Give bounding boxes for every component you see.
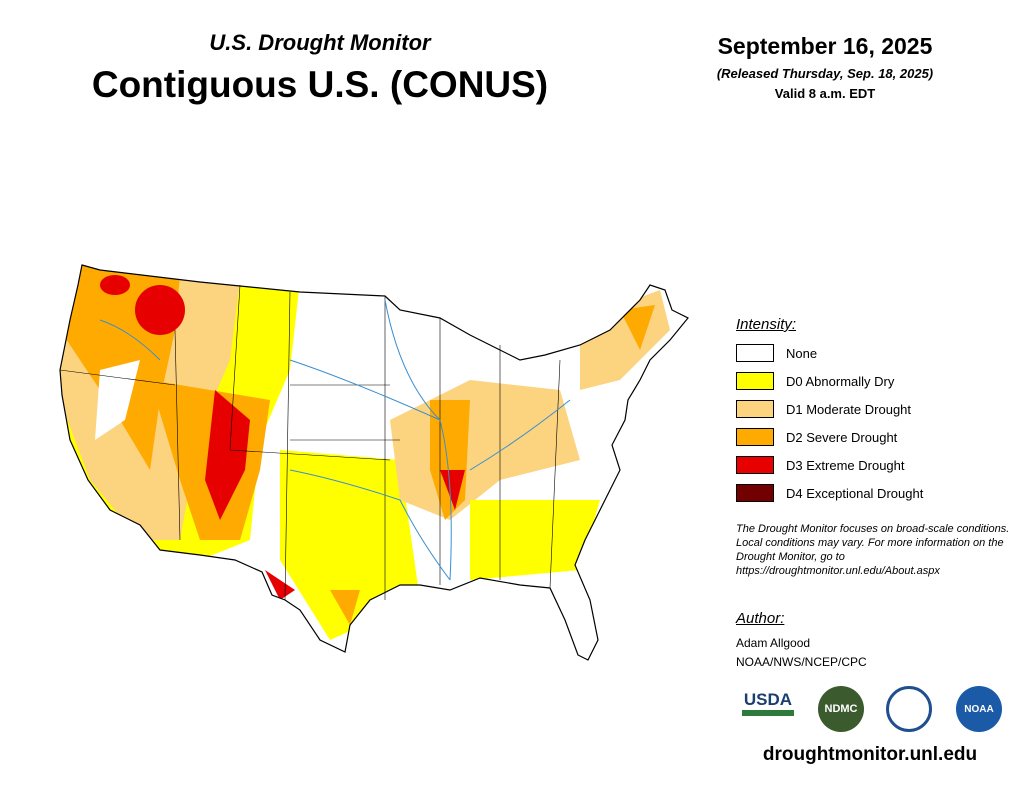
logo-noaa: NOAA <box>956 686 1002 732</box>
legend-label: D2 Severe Drought <box>786 429 898 445</box>
note: The Drought Monitor focuses on broad-sca… <box>736 523 1010 577</box>
legend-item: D2 Severe Drought <box>736 427 897 447</box>
logo-ndmc: NDMC <box>818 686 864 732</box>
legend-title: Intensity: <box>736 316 797 333</box>
legend-swatch <box>736 456 774 474</box>
author-name: Adam Allgood <box>736 636 811 650</box>
legend-item: D3 Extreme Drought <box>736 455 905 475</box>
valid: Valid 8 a.m. EDT <box>774 86 876 101</box>
date: September 16, 2025 <box>717 33 933 59</box>
rivers <box>99 299 571 581</box>
legend-swatch <box>736 372 774 390</box>
legend-label: D4 Exceptional Drought <box>786 485 924 501</box>
legend-item: D1 Moderate Drought <box>736 399 911 419</box>
state-borders <box>59 284 561 601</box>
map <box>59 264 689 661</box>
logo-usda: USDA <box>742 690 794 716</box>
legend-item: D0 Abnormally Dry <box>736 371 894 391</box>
legend-label: None <box>786 345 818 361</box>
url: droughtmonitor.unl.edu <box>762 744 978 765</box>
author-org: NOAA/NWS/NCEP/CPC <box>736 655 867 669</box>
legend-swatch <box>736 484 774 502</box>
drought-areas <box>60 265 670 640</box>
legend-swatch <box>736 344 774 362</box>
subtitle: U.S. Drought Monitor <box>209 30 431 55</box>
legend-swatch <box>736 400 774 418</box>
released: (Released Thursday, Sep. 18, 2025) <box>716 66 934 81</box>
legend-label: D0 Abnormally Dry <box>786 373 895 389</box>
legend-swatch <box>736 428 774 446</box>
title: Contiguous U.S. (CONUS) <box>91 64 549 105</box>
legend-label: D1 Moderate Drought <box>786 401 912 417</box>
legend-item: D4 Exceptional Drought <box>736 483 923 503</box>
logo-seal <box>886 686 932 732</box>
legend-item: None <box>736 343 817 363</box>
author-title: Author: <box>736 610 785 627</box>
legend-label: D3 Extreme Drought <box>786 457 905 473</box>
